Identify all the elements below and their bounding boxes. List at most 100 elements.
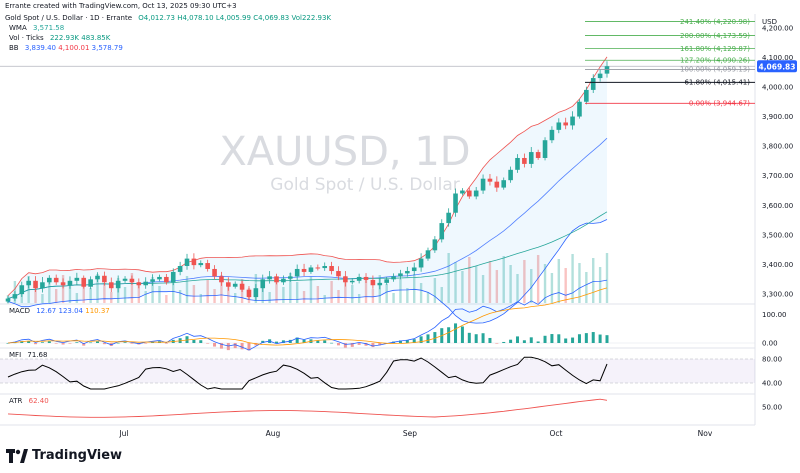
price-axis[interactable]: 3,300.00 3,400.00 3,500.00 3,600.00 3,700.00… bbox=[757, 24, 797, 412]
wma-legend[interactable]: WMA 3,571.58 bbox=[9, 24, 64, 32]
wma-line bbox=[7, 211, 608, 299]
candle-body bbox=[150, 279, 155, 282]
atr-value: 62.40 bbox=[28, 397, 49, 405]
macd-histogram-bar bbox=[336, 343, 340, 346]
last-price-tag[interactable] bbox=[757, 60, 797, 73]
candle-body bbox=[274, 276, 279, 283]
macd-histogram-bar bbox=[584, 333, 588, 343]
macd-histogram-bar bbox=[47, 341, 51, 343]
watermark-subtitle: Gold Spot / U.S. Dollar bbox=[270, 175, 459, 195]
candle-body bbox=[370, 279, 376, 286]
candle-body bbox=[391, 276, 396, 280]
volume-bar bbox=[268, 292, 271, 303]
mfi-value: 71.68 bbox=[27, 351, 48, 359]
volume-bar bbox=[302, 291, 306, 303]
candle-body bbox=[177, 266, 183, 272]
time-tick-label: Jul bbox=[118, 429, 128, 438]
macd-histogram-bar bbox=[343, 343, 347, 348]
macd-pane[interactable] bbox=[0, 279, 755, 351]
macd-histogram-bar bbox=[467, 332, 471, 343]
candle-body bbox=[67, 280, 73, 286]
atr-legend[interactable]: ATR 62.40 bbox=[9, 397, 49, 405]
volume-bar bbox=[68, 284, 72, 303]
volume-bar bbox=[357, 294, 361, 303]
candle-body bbox=[129, 278, 135, 283]
candle-body bbox=[405, 271, 410, 274]
macd-histogram-bar bbox=[509, 339, 513, 343]
macd-histogram-bar bbox=[75, 342, 79, 343]
candle-body bbox=[136, 282, 142, 286]
volume-bar bbox=[172, 281, 175, 303]
volume-bar bbox=[192, 285, 196, 303]
candle-body bbox=[577, 101, 582, 117]
candle-body bbox=[33, 280, 38, 289]
macd-histogram-bar bbox=[199, 340, 203, 343]
last-price-value: 4,069.83 bbox=[758, 62, 795, 71]
volume-bar bbox=[419, 283, 423, 303]
symbol-legend[interactable]: Gold Spot / U.S. Dollar · 1D · Errante O… bbox=[5, 14, 331, 22]
bb-legend[interactable]: BB 3,839.40 4,100.01 3,578.79 bbox=[9, 44, 123, 52]
chart-caption: Errante created with TradingView.com, Oc… bbox=[5, 2, 237, 10]
atr-pane[interactable] bbox=[7, 398, 608, 418]
volume-bar bbox=[399, 279, 402, 303]
candle-body bbox=[212, 268, 217, 277]
macd-line bbox=[7, 279, 608, 351]
volume-bar bbox=[220, 275, 223, 303]
vol-legend[interactable]: Vol · Ticks 222.93K 483.85K bbox=[9, 34, 110, 42]
candle-body bbox=[584, 89, 589, 102]
candle-body bbox=[115, 280, 121, 289]
volume-bar bbox=[592, 258, 595, 303]
volume-bar bbox=[550, 273, 554, 303]
volume-bar bbox=[344, 276, 347, 303]
mfi-legend[interactable]: MFI 71.68 bbox=[9, 351, 47, 359]
candle-body bbox=[398, 273, 403, 277]
atr-line bbox=[7, 398, 608, 418]
tradingview-logo[interactable]: TradingView bbox=[6, 448, 122, 463]
macd-value-2: 123.04 bbox=[58, 307, 84, 315]
volume-bar bbox=[426, 292, 430, 303]
volume-bar bbox=[530, 269, 533, 303]
candle-body bbox=[157, 276, 162, 280]
volume-bar bbox=[316, 286, 320, 303]
volume-bar bbox=[330, 281, 333, 303]
candle-body bbox=[501, 180, 507, 188]
candle-body bbox=[164, 276, 169, 283]
volume-bar bbox=[48, 280, 51, 303]
vol-label: Vol · Ticks bbox=[9, 34, 44, 42]
candle-body bbox=[597, 73, 603, 79]
macd-histogram-bar bbox=[213, 343, 217, 347]
macd-legend[interactable]: MACD 12.67 123.04 110.37 bbox=[9, 307, 110, 315]
ohlc-low: L4,005.99 bbox=[215, 14, 251, 22]
macd-histogram-bar bbox=[54, 343, 58, 344]
price-pane[interactable]: 241.40% (4,220.98) 200.00% (4,173.59) 161.… bbox=[0, 18, 755, 324]
macd-histogram-bar bbox=[164, 343, 168, 344]
mfi-pane[interactable] bbox=[0, 356, 755, 390]
time-axis[interactable]: Jul Aug Sep Oct Nov bbox=[0, 424, 755, 438]
macd-histogram-bar bbox=[61, 343, 65, 345]
macd-histogram-bar bbox=[20, 341, 24, 343]
candle-body bbox=[102, 275, 107, 283]
volume-bar bbox=[468, 257, 471, 303]
candle-body bbox=[528, 152, 534, 164]
bb-value-2: 4,100.01 bbox=[58, 44, 90, 52]
volume-bar bbox=[523, 260, 526, 303]
candle-body bbox=[287, 276, 293, 279]
macd-histogram-bar bbox=[412, 339, 416, 343]
macd-signal-line bbox=[7, 287, 608, 346]
candle-body bbox=[108, 282, 114, 289]
candle-body bbox=[508, 169, 513, 181]
macd-histogram-bar bbox=[6, 343, 10, 344]
mfi-label: MFI bbox=[9, 351, 22, 359]
candle-body bbox=[384, 279, 389, 283]
candle-body bbox=[343, 276, 348, 283]
candle-body bbox=[246, 289, 252, 298]
time-tick-label: Nov bbox=[698, 429, 713, 438]
candle-body bbox=[329, 266, 334, 272]
macd-histogram-bar bbox=[433, 332, 437, 343]
volume-bar bbox=[158, 286, 161, 303]
volume-bar bbox=[96, 274, 99, 303]
candle-body bbox=[336, 271, 341, 277]
macd-histogram-bar bbox=[474, 334, 478, 343]
macd-histogram-bar bbox=[502, 341, 506, 343]
